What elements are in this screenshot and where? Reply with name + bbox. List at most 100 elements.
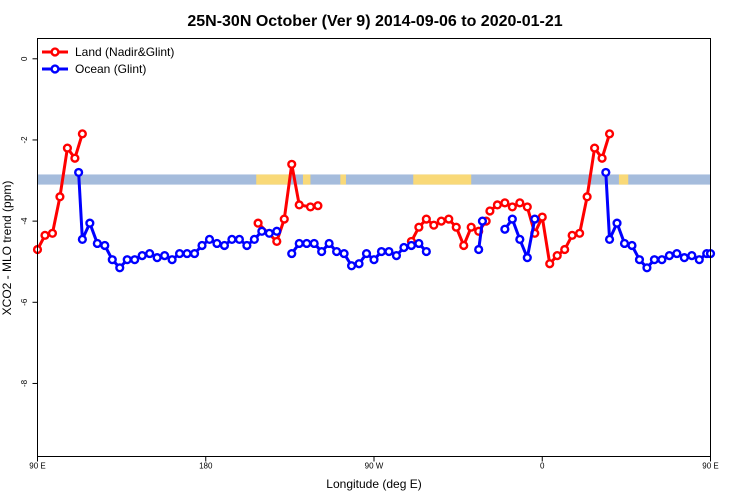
legend-swatch-marker — [50, 64, 60, 74]
y-tick-label: -2 — [20, 136, 29, 144]
data-point — [537, 212, 547, 222]
data-point — [522, 253, 532, 263]
data-point — [552, 251, 562, 261]
data-point — [414, 238, 424, 249]
y-tick-label: 0 — [20, 56, 29, 61]
data-point — [253, 218, 263, 228]
data-point — [197, 240, 207, 251]
data-point — [40, 230, 50, 240]
data-point — [152, 253, 162, 263]
series-line — [77, 172, 278, 270]
data-point — [317, 246, 327, 257]
series-land — [32, 129, 615, 269]
data-point — [264, 228, 274, 238]
data-point — [567, 230, 577, 240]
data-point — [589, 143, 600, 153]
data-point — [530, 214, 540, 224]
data-point — [227, 234, 237, 244]
series-line — [488, 133, 611, 266]
data-point — [604, 234, 615, 244]
data-point — [507, 214, 517, 224]
legend-label: Land (Nadir&Glint) — [75, 45, 174, 59]
data-point — [694, 255, 704, 265]
data-point — [305, 202, 316, 212]
data-point — [687, 251, 697, 261]
series-ocean — [74, 167, 716, 273]
x-tick-label: 90 E — [29, 462, 45, 471]
data-point — [339, 248, 349, 259]
series-line — [477, 220, 484, 250]
data-point — [369, 255, 379, 265]
data-point — [391, 251, 402, 261]
legend-swatch-marker — [50, 47, 60, 57]
y-axis-label: XCO2 - MLO trend (ppm) — [0, 181, 14, 316]
data-point — [406, 240, 416, 251]
data-point — [309, 238, 319, 249]
data-point — [515, 234, 525, 244]
data-point — [560, 244, 570, 255]
data-point — [664, 251, 674, 261]
data-point — [160, 251, 170, 261]
data-point — [414, 222, 424, 232]
data-point — [545, 259, 555, 269]
data-point — [384, 246, 394, 257]
data-point — [597, 153, 607, 163]
data-point — [85, 218, 95, 228]
data-point — [459, 240, 469, 251]
data-point — [204, 234, 215, 244]
data-point — [421, 246, 431, 257]
band-land-segment — [256, 174, 290, 185]
plot-frame — [37, 38, 711, 457]
data-point — [361, 248, 372, 259]
data-point — [257, 226, 267, 236]
series-layer — [32, 129, 716, 273]
band-land-segment — [340, 174, 346, 185]
data-point — [189, 248, 200, 259]
data-point — [627, 240, 637, 251]
data-point — [376, 246, 387, 257]
data-point — [657, 255, 667, 265]
data-point — [474, 244, 484, 255]
data-point — [107, 255, 117, 265]
band-land-segment — [413, 174, 472, 185]
data-point — [167, 255, 177, 265]
x-tick-label: 180 — [199, 462, 213, 471]
data-point — [324, 238, 334, 249]
data-point — [451, 222, 461, 232]
data-point — [612, 218, 622, 228]
data-point — [302, 238, 312, 249]
data-point — [642, 263, 652, 273]
x-axis-label: Longitude (deg E) — [326, 477, 421, 491]
data-point — [272, 226, 282, 236]
data-point — [77, 234, 87, 244]
data-point — [137, 251, 147, 261]
data-point — [55, 192, 65, 202]
y-tick-label: -8 — [20, 379, 29, 387]
data-point — [332, 246, 342, 257]
data-point — [399, 242, 409, 253]
data-point — [234, 234, 245, 244]
data-point — [287, 248, 297, 259]
data-point — [346, 261, 357, 271]
data-point — [515, 198, 525, 208]
data-point — [575, 228, 585, 238]
data-point — [429, 220, 439, 230]
data-point — [122, 255, 132, 265]
data-point — [604, 129, 615, 139]
data-point — [582, 192, 592, 202]
data-point — [672, 248, 682, 259]
data-point — [444, 214, 454, 224]
data-point — [634, 255, 645, 265]
data-point — [182, 248, 192, 259]
data-point — [212, 238, 222, 249]
data-point — [466, 222, 476, 232]
data-point — [477, 216, 488, 226]
y-tick-label: -4 — [20, 217, 29, 225]
data-point — [100, 240, 110, 251]
data-point — [145, 248, 155, 259]
x-axis: 90 E 180 90 W 0 90 E — [29, 456, 719, 471]
data-point — [47, 228, 58, 238]
data-point — [62, 143, 73, 153]
data-point — [249, 234, 259, 244]
